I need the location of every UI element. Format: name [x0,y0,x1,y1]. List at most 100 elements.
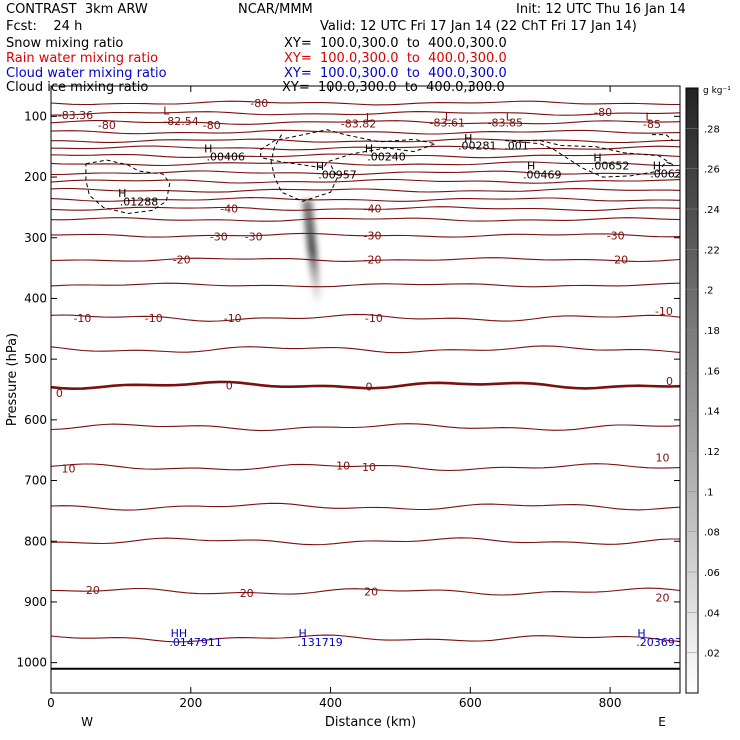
colorbar-tick-label: .02 [704,649,720,660]
contour-label: -30 [210,231,228,244]
contour-label: H [204,143,212,156]
field-name-rain: Rain water mixing ratio [6,51,159,66]
contour-label: .0062 [650,167,682,180]
temperature-contour [51,587,680,596]
contour-label: -80 [203,119,221,132]
contour-label: -20 [173,254,191,267]
contour-label: -80 [250,97,268,110]
field-xy-cloud-ice: XY= 100.0,300.0 to 400.0,300.0 [282,80,505,95]
contour-label: -83.36 [58,109,93,122]
colorbar-tick-label: .12 [704,447,720,458]
colorbar-tick-label: .16 [704,366,720,377]
contour-label: -40 [220,203,238,216]
y-tick-label: 500 [24,352,47,366]
contour-label: L [163,104,170,117]
contour-label: 0 [666,375,673,388]
temperature-contour [51,120,680,125]
contour-label: L [506,110,513,123]
cloud-water-label: .203693 [636,636,682,649]
contour-label: .001 [504,139,529,152]
init-time: Init: 12 UTC Thu 16 Jan 14 [516,2,686,17]
temperature-contour [51,187,680,193]
contour-label: H [527,160,535,173]
y-axis-label: Pressure (hPa) [5,333,20,426]
contour-label: -10 [73,312,91,325]
contour-label: -83.82 [341,118,376,131]
contour-label: -10 [224,312,242,325]
temperature-contour [51,129,680,135]
y-tick-label: 200 [24,170,47,184]
temperature-contour [51,145,680,151]
field-name-cloud-ice: Cloud ice mixing ratio [6,80,149,95]
contour-label: L [445,110,452,123]
temperature-contour [51,232,680,238]
cloud-ice-contour [85,159,171,215]
contour-label: 0 [365,380,372,393]
temperature-contour [51,634,680,643]
contour-label: H [653,160,661,173]
contour-label: H [118,187,126,200]
field-name-snow: Snow mixing ratio [6,36,124,51]
contour-label: -30 [607,229,625,242]
colorbar-tick-label: .18 [704,326,720,337]
x-tick-label: 400 [319,696,342,710]
valid-time: Valid: 12 UTC Fri 17 Jan 14 (22 ChT Fri … [320,19,637,34]
contour-label: -20 [364,254,382,267]
contour-label: 20 [240,587,254,600]
y-tick-label: 700 [24,474,47,488]
cloud-water-label: HH [171,627,188,640]
contour-label: H [365,143,373,156]
contour-label: -82.54 [163,115,198,128]
contour-label: .00469 [523,169,562,182]
contour-label: .00652 [591,160,630,173]
contour-label: 10 [61,462,75,475]
colorbar-tick-label: .26 [704,165,720,176]
temperature-contour [51,138,680,144]
cloud-water-label: .0147911 [169,636,222,649]
temperature-contour [51,380,680,391]
y-tick-label: 300 [24,231,47,245]
cloud-ice-contour [505,140,674,178]
colorbar-tick-label: .2 [704,286,714,297]
contour-label: .01288 [120,195,159,208]
temperature-contour [51,217,680,222]
plot-frame [50,85,681,694]
colorbar-tick-label: .14 [704,407,720,418]
y-tick-label: 800 [24,534,47,548]
colorbar-tick-label: .08 [704,528,720,539]
contour-label: H [464,132,472,145]
colorbar-tick-label: .22 [704,245,720,256]
colorbar-tick-label: .24 [704,205,720,216]
field-xy-snow: XY= 100.0,300.0 to 400.0,300.0 [284,36,507,51]
contour-label: H [593,152,601,165]
contour-label: -85 [643,118,661,131]
y-tick-label: 900 [24,595,47,609]
temperature-contour [51,463,680,472]
contour-label: H [316,160,324,173]
colorbar [685,87,699,694]
temperature-contour [51,502,680,511]
y-tick-label: 100 [24,109,47,123]
temperature-contour [51,313,680,322]
y-tick-label: 1000 [16,656,47,670]
temperature-contour [51,170,680,176]
colorbar-tick-label: .1 [704,487,714,498]
contour-label: -40 [364,203,382,216]
center-title: NCAR/MMM [238,2,313,17]
field-name-cloud-water: Cloud water mixing ratio [6,66,167,81]
cloud-water-label: .131719 [297,636,343,649]
temperature-contour [51,178,680,184]
contour-label: 20 [364,586,378,599]
cloud-ice-contour [260,129,438,169]
contour-label: -10 [145,312,163,325]
contour-label: 0 [226,379,233,392]
y-tick-label: 600 [24,413,47,427]
contour-label: 0 [56,387,63,400]
contour-label: .00281 [458,139,497,152]
contour-label: -80 [98,119,116,132]
cloud-ice-contour [652,134,674,141]
contour-label: 10 [656,451,670,464]
forecast-hour: Fcst: 24 h [6,19,83,34]
y-tick-label: 400 [24,291,47,305]
